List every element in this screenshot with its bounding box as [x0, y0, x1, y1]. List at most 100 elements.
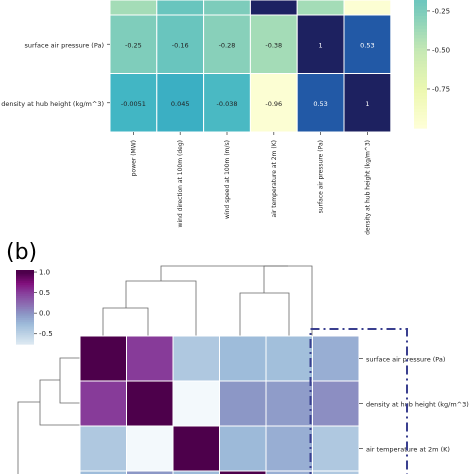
- panel-b-row-labels: surface air pressure (Pa) density at hub …: [359, 356, 469, 454]
- column-dendrogram-branch: [239, 292, 290, 336]
- column-label: surface air pressure (Pa): [318, 140, 325, 213]
- heatmap-cell: [249, 0, 298, 16]
- cell-value-label: -0.16: [172, 41, 189, 49]
- clustermap-cell: [79, 470, 127, 474]
- heatmap-cell: [156, 0, 205, 16]
- column-dendrogram-branch: [263, 265, 313, 336]
- colorbar-segment: [16, 340, 34, 343]
- heatmap-cell: [156, 73, 205, 133]
- cell-value-label: 1: [319, 41, 323, 49]
- row-label: density at hub height (kg/m^3): [366, 401, 469, 409]
- colorbar-segment: [16, 336, 34, 340]
- heatmap-cell: [109, 0, 158, 16]
- colorbar-segment: [414, 83, 427, 87]
- colorbar-segment: [414, 99, 427, 103]
- colorbar-tick-label: -0.50: [432, 46, 450, 54]
- colorbar-segment: [414, 0, 427, 4]
- colorbar-tick-label: -0.5: [39, 330, 53, 338]
- column-dendrogram-branch: [125, 280, 197, 336]
- colorbar-segment: [414, 9, 427, 14]
- colorbar-segment: [414, 73, 427, 78]
- column-label: air temperature at 2m (K): [271, 140, 278, 217]
- colorbar-segment: [16, 279, 34, 282]
- colorbar-segment: [16, 312, 34, 315]
- colorbar-segment: [16, 308, 34, 312]
- colorbar-segment: [414, 70, 427, 75]
- clustermap-cell: [126, 470, 174, 474]
- colorbar-segment: [16, 323, 34, 327]
- cell-value-label: 0.045: [171, 100, 190, 108]
- clustermap-cell: [79, 380, 127, 427]
- colorbar-segment: [414, 67, 427, 71]
- colorbar-segment: [16, 310, 34, 314]
- heatmap-cell: [296, 0, 345, 16]
- panel-b-cells: [79, 335, 360, 474]
- panel-b-colorbar: 1.0 0.5 0.0 -0.5: [16, 269, 53, 345]
- colorbar-tick-label: 0.5: [39, 289, 50, 297]
- panel-a-cells: -0.25 -0.16 -0.28 -0.38 1 0.53 -0.0051 0.045 -0.…: [109, 0, 392, 133]
- heatmap-cell: [343, 14, 392, 74]
- colorbar-segment: [414, 22, 427, 27]
- colorbar-segment: [414, 44, 427, 49]
- row-label: density at hub height (kg/m^3): [1, 100, 104, 108]
- colorbar-segment: [414, 76, 427, 81]
- clustermap-cell: [219, 380, 267, 427]
- colorbar-segment: [16, 334, 34, 338]
- clustermap-cell: [172, 470, 220, 474]
- panel-a-column-labels: power (MW) wind direction at 100m (deg) wi…: [130, 132, 371, 235]
- column-label: wind speed at 100m (m/s): [224, 140, 231, 219]
- column-label: wind direction at 100m (deg): [177, 140, 184, 227]
- colorbar-segment: [16, 271, 34, 275]
- colorbar-segment: [16, 282, 34, 286]
- colorbar-segment: [414, 102, 427, 107]
- clustermap-cell: [219, 335, 267, 382]
- row-label: surface air pressure (Pa): [25, 41, 104, 49]
- cell-value-label: -0.38: [265, 41, 282, 49]
- colorbar-segment: [16, 270, 34, 273]
- colorbar-segment: [16, 307, 34, 310]
- colorbar-segment: [414, 12, 427, 17]
- row-dendrogram-branch: [59, 357, 80, 404]
- heatmap-cell: [343, 0, 392, 16]
- colorbar-segment: [16, 277, 34, 280]
- column-dendrogram-branch: [102, 307, 149, 336]
- panel-b-dendrograms: [17, 265, 313, 474]
- clustermap-cell: [312, 380, 360, 427]
- heatmap-cell: [203, 0, 251, 16]
- colorbar-segment: [16, 297, 34, 301]
- colorbar-segment: [16, 284, 34, 288]
- colorbar-segment: [16, 290, 34, 293]
- cell-value-label: -0.0051: [121, 100, 146, 108]
- clustermap-cell: [265, 470, 313, 474]
- colorbar-tick-label: 0.0: [39, 310, 50, 318]
- cell-value-label: -0.038: [217, 100, 238, 108]
- colorbar-segment: [414, 54, 427, 59]
- heatmap-cell: [156, 14, 205, 74]
- colorbar-segment: [16, 332, 34, 336]
- colorbar-segment: [16, 301, 34, 304]
- colorbar-segment: [414, 3, 427, 7]
- cell-value-label: -0.28: [219, 41, 236, 49]
- panel-a-colorbar: -0.25 -0.50 -0.75: [414, 0, 450, 129]
- heatmap-cell: [203, 14, 251, 74]
- panel-b-label: (b): [6, 240, 37, 265]
- cell-value-label: -0.96: [265, 100, 282, 108]
- panel-b-clustermap: 1.0 0.5 0.0 -0.5 surface air pressure (Pa) d…: [16, 265, 469, 474]
- colorbar-segment: [414, 41, 427, 46]
- colorbar-segment: [414, 124, 427, 129]
- colorbar-segment: [414, 48, 427, 52]
- colorbar-segment: [414, 51, 427, 55]
- colorbar-segment: [414, 108, 427, 113]
- row-dendrogram-branch: [17, 401, 40, 474]
- colorbar-segment: [414, 32, 427, 36]
- clustermap-cell: [79, 335, 127, 382]
- colorbar-tick-label: -0.25: [432, 7, 450, 15]
- clustermap-cell: [312, 335, 360, 382]
- clustermap-cell: [265, 380, 313, 427]
- column-label: power (MW): [130, 140, 137, 176]
- colorbar-segment: [16, 325, 34, 328]
- colorbar-segment: [16, 281, 34, 284]
- cell-value-label: -0.25: [125, 41, 142, 49]
- clustermap-cell: [265, 335, 313, 382]
